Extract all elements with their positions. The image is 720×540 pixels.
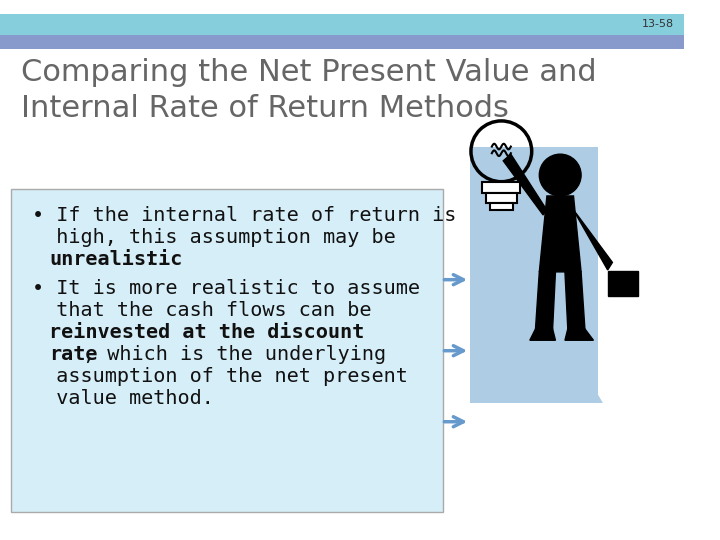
Text: , which is the underlying: , which is the underlying <box>84 345 387 364</box>
Polygon shape <box>480 355 603 403</box>
Polygon shape <box>536 272 555 329</box>
Polygon shape <box>565 329 593 340</box>
Bar <box>470 146 598 403</box>
Bar <box>12 190 444 512</box>
Text: rate: rate <box>50 345 98 364</box>
Polygon shape <box>530 329 555 340</box>
Circle shape <box>539 154 581 196</box>
Text: 13-58: 13-58 <box>642 19 674 30</box>
Bar <box>482 181 521 193</box>
Text: Comparing the Net Present Value and
Internal Rate of Return Methods: Comparing the Net Present Value and Inte… <box>21 58 596 123</box>
Text: value method.: value method. <box>32 389 214 408</box>
Polygon shape <box>503 154 547 215</box>
Text: that the cash flows can be: that the cash flows can be <box>32 301 372 320</box>
Text: unrealistic: unrealistic <box>50 251 183 269</box>
Bar <box>0 14 683 35</box>
Text: • It is more realistic to assume: • It is more realistic to assume <box>32 279 420 298</box>
Text: .: . <box>143 251 156 269</box>
Polygon shape <box>574 210 613 270</box>
Polygon shape <box>565 272 585 329</box>
Polygon shape <box>539 196 581 272</box>
Text: reinvested at the discount: reinvested at the discount <box>50 323 364 342</box>
Text: • If the internal rate of return is: • If the internal rate of return is <box>32 206 456 225</box>
Bar <box>0 35 683 49</box>
Bar <box>608 271 638 295</box>
Bar <box>486 193 516 202</box>
Bar <box>490 202 513 210</box>
Text: assumption of the net present: assumption of the net present <box>32 367 408 386</box>
Text: high, this assumption may be: high, this assumption may be <box>32 228 396 247</box>
